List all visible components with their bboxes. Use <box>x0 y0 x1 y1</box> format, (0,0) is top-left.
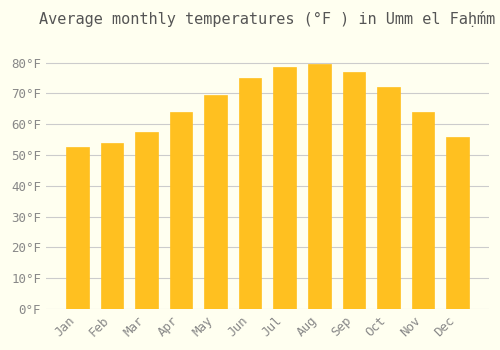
Bar <box>377 87 400 309</box>
Bar <box>100 143 123 309</box>
Bar <box>446 136 469 309</box>
Bar <box>170 112 192 309</box>
Bar <box>66 147 88 309</box>
Bar <box>239 78 262 309</box>
Bar <box>308 64 330 309</box>
Bar <box>204 95 227 309</box>
Bar <box>412 112 434 309</box>
Bar <box>274 67 296 309</box>
Bar <box>135 132 158 309</box>
Title: Average monthly temperatures (°F ) in Umm el Faḥḿm: Average monthly temperatures (°F ) in Um… <box>40 11 496 27</box>
Bar <box>342 72 365 309</box>
